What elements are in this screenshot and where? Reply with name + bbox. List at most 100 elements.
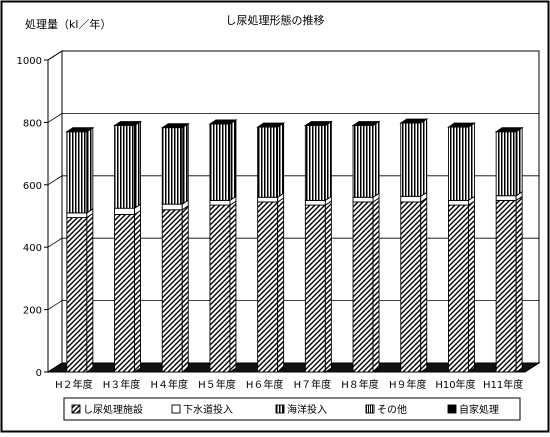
legend-box xyxy=(63,397,521,421)
legend-item: その他 xyxy=(365,403,407,416)
y-tick-label: 200 xyxy=(23,306,42,317)
bar-segment xyxy=(66,217,88,373)
y-tick-label: 1000 xyxy=(17,56,42,67)
bar-stack xyxy=(399,118,429,373)
x-tick-label: H９年度 xyxy=(389,378,427,391)
x-tick-label: H11年度 xyxy=(483,378,523,391)
bar-stack xyxy=(446,122,476,373)
bar-segment-side xyxy=(134,120,142,210)
bar-segment xyxy=(495,199,517,373)
y-axis-title: 処理量（kl／年） xyxy=(25,17,111,31)
y-tick-label: 800 xyxy=(23,118,42,129)
bar-segment xyxy=(209,199,231,206)
legend-label: 海洋投入 xyxy=(287,403,327,416)
legend: し尿処理施設 下水道投入 海洋投入 その他 自家処理 xyxy=(71,403,499,416)
bar-segment xyxy=(400,195,422,203)
x-tick-label: H７年度 xyxy=(294,378,332,391)
gridline xyxy=(47,237,539,248)
legend-item: し尿処理施設 xyxy=(71,403,143,416)
x-tick-label: H２年度 xyxy=(55,378,93,391)
bar-segment xyxy=(304,204,326,373)
bar-segment-side xyxy=(372,197,380,373)
x-axis-labels: H２年度 H３年度 H４年度 H５年度 H６年度 H７年度 H８年度 H９年度 H10年度 H11… xyxy=(55,378,523,391)
bar-segment xyxy=(304,199,326,206)
bar-segment-side xyxy=(468,200,475,373)
bar-top xyxy=(399,118,429,124)
x-tick-label: H５年度 xyxy=(198,378,236,391)
bar-segment-side xyxy=(181,204,189,373)
y-tick-label: 0 xyxy=(36,368,42,379)
bar-top xyxy=(65,127,95,133)
bar-stack xyxy=(256,122,286,373)
legend-swatch xyxy=(275,404,285,414)
bar-top xyxy=(446,122,476,128)
bar-segment xyxy=(400,201,422,373)
bar-segment-side xyxy=(515,195,523,373)
chart-title: し尿処理形態の推移 xyxy=(226,13,325,27)
legend-swatch xyxy=(365,404,375,414)
bar-segment xyxy=(161,127,183,205)
gridline xyxy=(47,175,539,186)
bar-segment xyxy=(114,213,136,373)
bar-segment xyxy=(257,126,279,198)
x-tick-label: H４年度 xyxy=(150,378,188,391)
y-tick-label: 600 xyxy=(23,181,42,192)
bar-stack xyxy=(65,126,95,373)
y-axis: 0 200 400 600 800 1000 xyxy=(17,56,49,379)
legend-item: 自家処理 xyxy=(447,403,499,416)
bar-top xyxy=(113,121,143,126)
bar-segment xyxy=(66,131,88,214)
bar-segment xyxy=(257,201,279,373)
bar-segment-side xyxy=(229,200,237,373)
bar-segment xyxy=(161,209,183,373)
legend-item: 海洋投入 xyxy=(275,403,327,416)
bar-stack xyxy=(113,120,143,373)
bar-top xyxy=(303,121,333,126)
x-tick-label: H６年度 xyxy=(246,378,284,391)
legend-label: し尿処理施設 xyxy=(83,403,143,416)
bar-segment-side xyxy=(277,197,285,373)
bar-segment-side xyxy=(420,197,428,373)
x-tick-label: H８年度 xyxy=(341,378,379,391)
legend-swatch xyxy=(71,404,81,414)
bar-segment-side xyxy=(324,120,332,202)
bars xyxy=(65,118,524,373)
bar-segment-side xyxy=(515,126,523,197)
bar-segment-side xyxy=(372,120,380,199)
bar-segment xyxy=(495,195,517,201)
x-tick-label: H10年度 xyxy=(435,378,475,391)
bar-segment-side xyxy=(277,122,285,199)
bar-segment-side xyxy=(229,119,237,202)
gridline xyxy=(47,300,539,310)
bar-segment-side xyxy=(181,122,189,205)
bar-segment xyxy=(114,207,136,215)
bar-top xyxy=(351,121,381,126)
gridline xyxy=(47,113,539,123)
bar-segment xyxy=(161,203,183,211)
bar-segment xyxy=(209,123,231,201)
legend-label: その他 xyxy=(377,403,407,416)
bar-segment xyxy=(495,131,517,197)
bar-segment-side xyxy=(420,118,428,198)
y-tick-label: 400 xyxy=(23,243,42,254)
bar-stack xyxy=(303,120,333,373)
bar-segment xyxy=(448,199,469,206)
legend-label: 自家処理 xyxy=(459,403,499,416)
left-wall xyxy=(47,50,63,373)
bar-segment xyxy=(352,196,374,203)
bar-segment-side xyxy=(86,126,94,214)
bar-segment-side xyxy=(324,200,332,373)
bar-segment xyxy=(114,125,136,209)
bar-stack xyxy=(160,122,190,373)
bar-segment xyxy=(257,196,279,203)
bar-stack xyxy=(494,126,524,373)
bar-segment xyxy=(304,125,326,201)
x-tick-label: H３年度 xyxy=(103,378,141,391)
bar-segment xyxy=(209,204,231,373)
bar-segment xyxy=(400,122,422,197)
bar-top xyxy=(160,123,190,129)
bar-top xyxy=(208,119,238,125)
bar-segment xyxy=(448,126,469,201)
